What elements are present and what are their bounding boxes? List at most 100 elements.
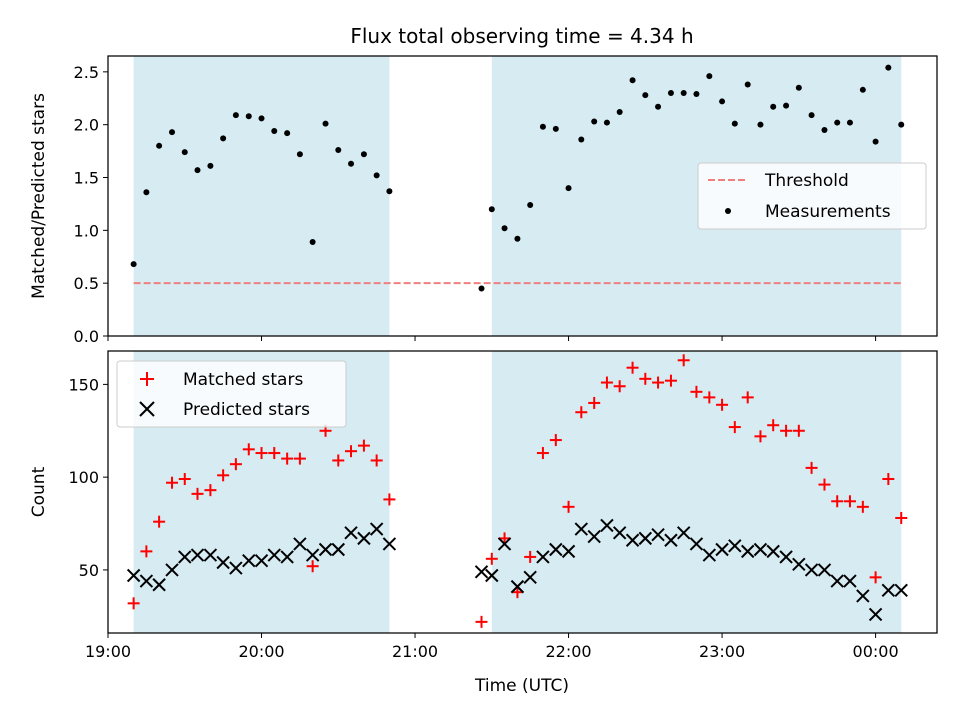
predicted-star-point: [190, 548, 205, 562]
predicted-star-point: [280, 550, 294, 564]
matched-star-point: [524, 550, 537, 563]
predicted-star-point: [612, 526, 627, 540]
matched-star-point: [268, 447, 281, 460]
measurement-point: [719, 98, 726, 105]
matched-star-point: [255, 447, 268, 460]
measurement-point: [603, 119, 610, 126]
y-tick-label: 1.5: [74, 169, 99, 188]
x-axis-label: Time (UTC): [474, 676, 569, 696]
predicted-star-point: [753, 542, 768, 557]
observing-window-1: [133, 56, 390, 336]
legend-matched-label: Matched stars: [183, 370, 303, 390]
matched-star-point: [536, 447, 549, 460]
predicted-star-point: [625, 533, 640, 547]
measurement-point: [309, 238, 316, 245]
predicted-star-point: [485, 568, 499, 583]
x-tick-label: 23:00: [699, 642, 745, 661]
measurement-point: [680, 89, 687, 96]
predicted-star-point: [126, 568, 141, 583]
predicted-star-point: [817, 563, 832, 577]
matched-star-point: [677, 354, 690, 367]
matched-star-point: [166, 476, 179, 489]
matched-star-point: [805, 461, 818, 474]
predicted-star-point: [779, 550, 793, 564]
x-axis-ticks: [107, 336, 877, 341]
matched-star-point: [703, 391, 716, 404]
predicted-star-point: [139, 574, 154, 588]
matched-star-point: [843, 495, 856, 508]
legend-measurements-label: Measurements: [765, 202, 891, 222]
predicted-stars-points: [126, 518, 908, 622]
predicted-star-point: [868, 607, 883, 622]
predicted-star-point: [638, 531, 653, 546]
predicted-star-point: [561, 544, 576, 559]
predicted-star-point: [369, 522, 384, 536]
matched-star-point: [498, 532, 511, 545]
top-panel-ratio: 0.0 0.5 1.0 1.5 2.0 2.5 Matched/Predicted sta…: [29, 55, 938, 346]
measurement-point: [348, 160, 355, 167]
measurement-point: [552, 125, 559, 132]
predicted-star-point: [229, 561, 243, 575]
predicted-star-point: [664, 533, 678, 547]
predicted-star-point: [242, 553, 256, 568]
matched-star-point: [626, 361, 639, 374]
matched-star-point: [345, 445, 358, 458]
matched-star-point: [281, 452, 294, 465]
predicted-star-point: [497, 537, 512, 551]
measurement-point: [488, 206, 495, 213]
y-axis-label: Matched/Predicted stars: [29, 93, 49, 299]
x-tick-label: 19:00: [85, 642, 131, 661]
y-tick-label: 1.0: [74, 221, 99, 240]
measurement-point: [783, 102, 790, 109]
matched-star-point: [229, 458, 242, 471]
predicted-star-point: [574, 522, 589, 536]
y-tick-label: 2.5: [74, 63, 99, 82]
measurement-point: [757, 121, 764, 128]
measurement-point: [169, 129, 176, 136]
measurement-point: [360, 151, 367, 158]
matched-star-point: [575, 406, 588, 419]
predicted-star-point: [474, 565, 489, 579]
predicted-star-point: [676, 526, 691, 540]
predicted-star-point: [305, 548, 320, 562]
matched-star-point: [549, 434, 562, 447]
matched-star-point: [613, 380, 626, 393]
measurement-point: [296, 151, 303, 158]
measurement-point: [770, 103, 777, 110]
measurement-point: [706, 73, 713, 80]
matched-star-point: [780, 424, 793, 437]
predicted-star-point: [523, 570, 537, 585]
measurement-point: [578, 136, 585, 143]
matched-star-point: [293, 452, 306, 465]
matched-star-point: [690, 385, 703, 398]
legend-matched-swatch: [140, 372, 154, 386]
predicted-star-point: [804, 563, 819, 577]
measurement-point: [143, 189, 150, 196]
predicted-star-point: [203, 548, 218, 562]
measurement-point: [386, 188, 393, 195]
matched-star-point: [191, 487, 204, 500]
predicted-star-point: [741, 544, 755, 559]
predicted-star-point: [254, 553, 269, 568]
predicted-star-point: [549, 542, 563, 557]
matched-star-point: [332, 454, 345, 467]
predicted-star-point: [792, 557, 806, 572]
matched-star-point: [217, 469, 230, 482]
chart-title: Flux total observing time = 4.34 h: [350, 24, 693, 48]
matched-star-point: [475, 615, 488, 628]
matched-star-point: [511, 586, 524, 599]
predicted-star-point: [728, 539, 742, 553]
matched-star-point: [588, 396, 601, 409]
predicted-star-point: [587, 529, 601, 544]
matched-stars-points: [127, 354, 908, 628]
x-tick-label: 00:00: [853, 642, 899, 661]
y-tick-label: 0.0: [74, 327, 99, 346]
x-axis-ticks: 19:00 20:00 21:00 22:00 23:00 00:00: [85, 633, 899, 661]
matched-star-point: [767, 419, 780, 432]
predicted-star-point: [178, 550, 192, 564]
predicted-star-point: [344, 526, 358, 540]
measurement-point: [821, 126, 828, 133]
y-axis-ticks: 0.0 0.5 1.0 1.5 2.0 2.5: [74, 63, 108, 346]
x-tick-label: 22:00: [546, 642, 592, 661]
matched-star-point: [882, 473, 895, 486]
